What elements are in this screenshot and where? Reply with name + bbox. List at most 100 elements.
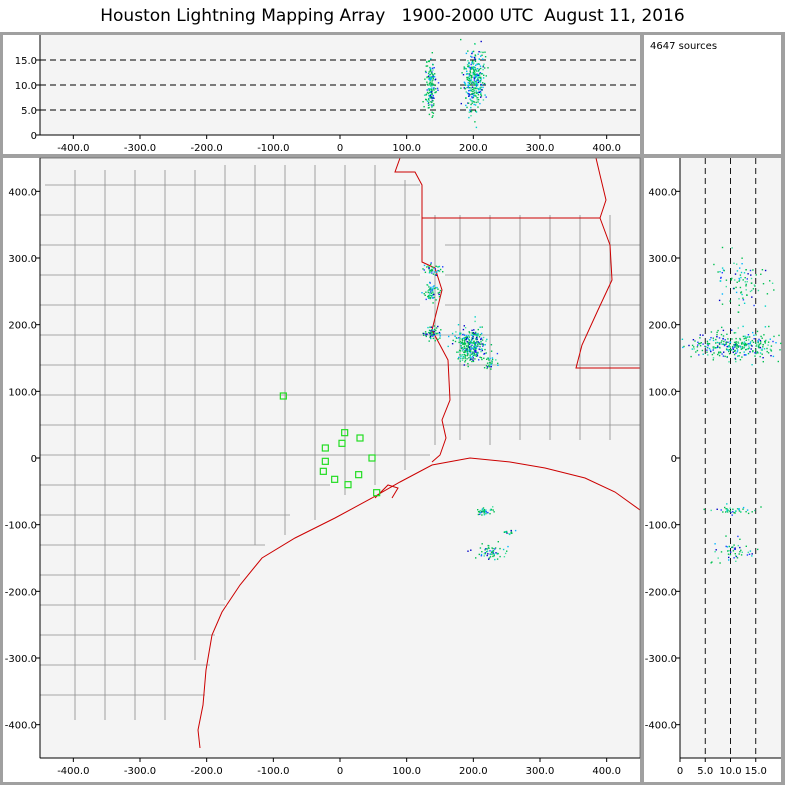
plan-source-point bbox=[465, 334, 468, 337]
lon-alt-source-point bbox=[471, 61, 473, 63]
lon-alt-source-point bbox=[437, 82, 440, 84]
alt-lat-source-point bbox=[692, 339, 695, 341]
lon-alt-source-point bbox=[426, 89, 428, 91]
lon-alt-source-point bbox=[475, 111, 478, 113]
alt-lat-source-point bbox=[751, 345, 753, 347]
plan-source-point bbox=[429, 291, 432, 293]
plan-source-point bbox=[429, 294, 431, 296]
lon-alt-source-point bbox=[483, 82, 486, 85]
lon-alt-source-point bbox=[477, 77, 479, 79]
lon-alt-source-point bbox=[472, 73, 474, 75]
lon-alt-source-point bbox=[476, 97, 478, 99]
alt-lat-source-point bbox=[737, 508, 739, 510]
alt-lat-source-point bbox=[761, 337, 763, 339]
lon-alt-source-point bbox=[473, 76, 475, 78]
alt-lat-source-point bbox=[747, 512, 750, 515]
lon-alt-source-point bbox=[427, 72, 430, 75]
plan-source-point bbox=[476, 341, 478, 343]
alt-lat-source-point bbox=[745, 349, 747, 351]
plan-source-point bbox=[423, 293, 425, 295]
lon-alt-source-point bbox=[480, 86, 482, 88]
lon-alt-source-point bbox=[470, 93, 472, 96]
plan-source-point bbox=[435, 329, 437, 332]
alt-lat-source-point bbox=[739, 267, 741, 269]
lon-alt-x-tick-label: 100.0 bbox=[392, 143, 421, 154]
bay-shoreline bbox=[374, 484, 399, 499]
plan-source-point bbox=[430, 288, 433, 290]
alt-lat-source-point bbox=[681, 338, 684, 340]
lma-station-marker bbox=[279, 392, 287, 400]
plan-source-point bbox=[474, 316, 476, 318]
plan-source-point bbox=[486, 550, 489, 552]
plan-source-point bbox=[497, 541, 499, 543]
alt-lat-source-point bbox=[727, 338, 729, 340]
plan-source-point bbox=[432, 302, 434, 304]
plan-source-point bbox=[459, 350, 461, 352]
plan-source-point bbox=[496, 558, 499, 560]
lon-alt-source-point bbox=[482, 99, 485, 101]
alt-lat-source-point bbox=[757, 352, 759, 354]
lon-alt-source-point bbox=[426, 100, 429, 102]
alt-lat-source-point bbox=[764, 269, 767, 272]
plan-source-point bbox=[463, 351, 465, 353]
plan-source-point bbox=[425, 335, 427, 338]
plan-y-tick-label: -200.0 bbox=[5, 587, 37, 598]
lon-alt-source-point bbox=[477, 97, 479, 99]
lon-alt-source-point bbox=[472, 100, 474, 103]
plan-source-point bbox=[469, 354, 471, 356]
plan-source-point bbox=[507, 545, 509, 548]
plan-source-point bbox=[466, 341, 468, 343]
plan-source-point bbox=[474, 354, 476, 356]
alt-lat-source-point bbox=[736, 263, 738, 265]
plan-source-point bbox=[488, 363, 491, 366]
plan-source-point bbox=[465, 349, 467, 351]
plan-source-point bbox=[490, 509, 493, 511]
lon-alt-source-point bbox=[477, 88, 480, 90]
alt-lat-source-point bbox=[723, 340, 725, 343]
plan-source-point bbox=[464, 350, 466, 352]
plan-x-tick-label: -400.0 bbox=[57, 766, 89, 777]
lon-alt-source-point bbox=[430, 58, 432, 60]
alt-lat-source-point bbox=[757, 341, 759, 344]
alt-lat-source-point bbox=[731, 247, 733, 249]
lon-alt-source-point bbox=[468, 65, 470, 67]
alt-lat-source-point bbox=[753, 304, 755, 307]
alt-lat-source-point bbox=[728, 353, 731, 355]
plan-source-point bbox=[480, 553, 483, 556]
lon-alt-y-tick-label: 10.0 bbox=[15, 81, 37, 92]
plan-source-point bbox=[480, 332, 483, 335]
alt-lat-source-point bbox=[727, 550, 729, 552]
plan-source-point bbox=[475, 345, 477, 348]
alt-lat-source-point bbox=[753, 338, 755, 340]
plan-source-point bbox=[437, 338, 439, 340]
lon-alt-source-point bbox=[432, 100, 434, 102]
plan-source-point bbox=[438, 331, 441, 334]
plan-source-point bbox=[470, 342, 473, 344]
plan-source-point bbox=[428, 340, 430, 342]
alt-lat-source-point bbox=[737, 346, 740, 348]
lon-alt-source-point bbox=[428, 95, 431, 97]
lon-alt-source-point bbox=[478, 91, 480, 93]
lon-alt-source-point bbox=[466, 63, 469, 66]
lon-alt-source-point bbox=[424, 70, 427, 73]
alt-lat-source-point bbox=[702, 334, 704, 336]
lon-alt-source-point bbox=[472, 60, 474, 62]
plan-source-point bbox=[464, 361, 466, 363]
lon-alt-source-point bbox=[474, 73, 476, 76]
alt-lat-source-point bbox=[706, 340, 709, 343]
plan-source-point bbox=[467, 362, 469, 365]
alt-lat-source-point bbox=[757, 548, 759, 551]
alt-lat-source-point bbox=[765, 339, 767, 341]
alt-lat-source-point bbox=[733, 544, 735, 546]
plan-source-point bbox=[469, 349, 471, 351]
alt-lat-source-point bbox=[756, 330, 759, 333]
plan-source-point bbox=[473, 346, 475, 348]
plan-source-point bbox=[434, 287, 437, 289]
lon-alt-source-point bbox=[432, 94, 434, 97]
lon-alt-source-point bbox=[473, 62, 475, 64]
plan-source-point bbox=[425, 291, 427, 293]
lon-alt-source-point bbox=[483, 74, 485, 76]
plan-source-point bbox=[484, 549, 486, 551]
lon-alt-source-point bbox=[477, 99, 480, 101]
